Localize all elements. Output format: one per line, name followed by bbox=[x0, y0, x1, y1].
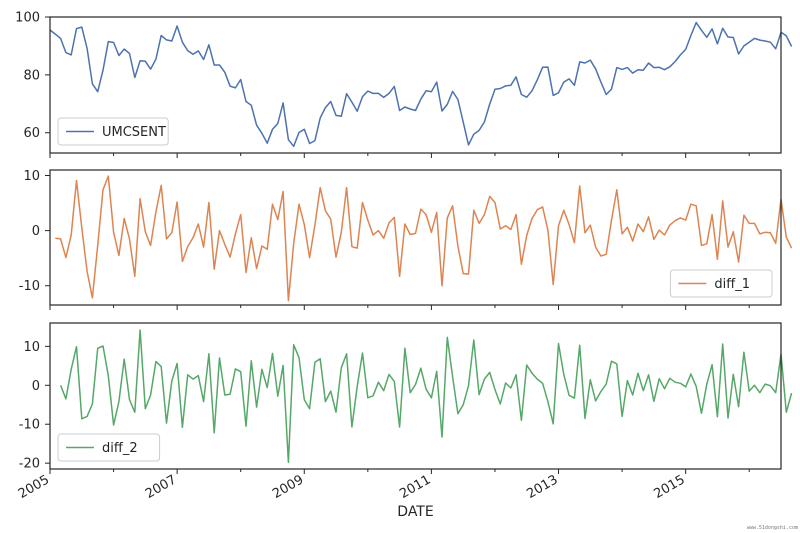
legend-label: diff_1 bbox=[714, 277, 750, 292]
y-tick-label: -20 bbox=[19, 457, 40, 472]
x-tick-label: 2015 bbox=[651, 472, 687, 502]
x-tick-label: 2009 bbox=[270, 472, 306, 502]
legend-box bbox=[57, 433, 161, 462]
series-line-umcsent bbox=[49, 21, 793, 148]
legend-label: diff_2 bbox=[102, 441, 138, 456]
panel-diff-2: -20 -10 0 10 diff_2 bbox=[19, 322, 793, 472]
y-tick-label: 0 bbox=[32, 379, 40, 394]
y-tick-label: 10 bbox=[23, 169, 40, 184]
legend: diff_1 bbox=[669, 269, 773, 298]
x-tick-label: 2007 bbox=[143, 472, 179, 502]
plot-frame bbox=[49, 322, 782, 470]
panel-diff-1: -10 0 10 diff_1 bbox=[19, 169, 793, 306]
x-tick-label: 2011 bbox=[397, 472, 433, 502]
x-axis-label: DATE bbox=[397, 504, 433, 520]
legend: diff_2 bbox=[57, 433, 161, 462]
y-tick-label: 10 bbox=[23, 340, 40, 355]
y-tick-label: -10 bbox=[19, 279, 40, 294]
x-tick-label: 2005 bbox=[16, 472, 52, 502]
y-tick-label: 0 bbox=[32, 224, 40, 239]
legend: UMCSENT bbox=[57, 117, 169, 146]
watermark: www.51dongshi.com bbox=[746, 525, 798, 531]
x-tick-label: 2013 bbox=[524, 472, 560, 502]
y-tick-label: 100 bbox=[15, 11, 40, 26]
legend-box bbox=[669, 269, 773, 298]
y-tick-label: -10 bbox=[19, 418, 40, 433]
series-line-diff-2 bbox=[59, 329, 793, 464]
y-tick-label: 60 bbox=[23, 126, 40, 141]
plot-frame bbox=[49, 16, 782, 154]
plot-frame bbox=[49, 169, 782, 306]
y-tick-label: 80 bbox=[23, 68, 40, 83]
panel-umcsent: 60 80 100 UMCSENT bbox=[15, 11, 793, 154]
legend-box bbox=[57, 117, 169, 146]
legend-label: UMCSENT bbox=[102, 125, 166, 140]
series-line-diff-1 bbox=[55, 175, 793, 302]
